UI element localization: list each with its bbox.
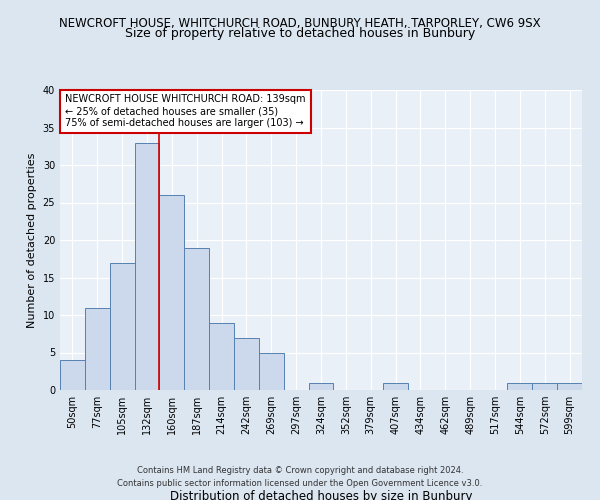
Text: Contains HM Land Registry data © Crown copyright and database right 2024.
Contai: Contains HM Land Registry data © Crown c… xyxy=(118,466,482,487)
Bar xyxy=(557,382,582,390)
X-axis label: Distribution of detached houses by size in Bunbury: Distribution of detached houses by size … xyxy=(170,490,472,500)
Text: NEWCROFT HOUSE, WHITCHURCH ROAD, BUNBURY HEATH, TARPORLEY, CW6 9SX: NEWCROFT HOUSE, WHITCHURCH ROAD, BUNBURY… xyxy=(59,18,541,30)
Bar xyxy=(532,382,557,390)
Bar xyxy=(110,262,134,390)
Bar xyxy=(308,382,334,390)
Bar xyxy=(184,248,209,390)
Bar xyxy=(259,352,284,390)
Bar xyxy=(234,338,259,390)
Bar xyxy=(134,142,160,390)
Bar xyxy=(209,322,234,390)
Bar xyxy=(85,308,110,390)
Y-axis label: Number of detached properties: Number of detached properties xyxy=(27,152,37,328)
Text: Size of property relative to detached houses in Bunbury: Size of property relative to detached ho… xyxy=(125,28,475,40)
Text: NEWCROFT HOUSE WHITCHURCH ROAD: 139sqm
← 25% of detached houses are smaller (35): NEWCROFT HOUSE WHITCHURCH ROAD: 139sqm ←… xyxy=(65,94,306,128)
Bar xyxy=(508,382,532,390)
Bar xyxy=(60,360,85,390)
Bar xyxy=(383,382,408,390)
Bar xyxy=(160,195,184,390)
